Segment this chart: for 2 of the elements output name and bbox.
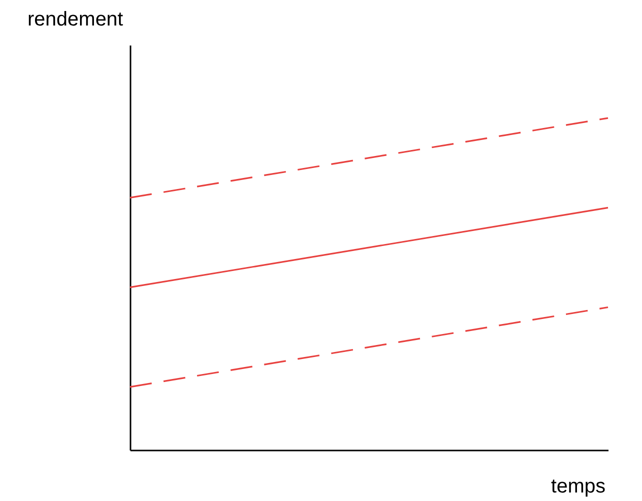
x-axis-title: temps [551,476,606,498]
y-axis-title: rendement [28,8,124,30]
